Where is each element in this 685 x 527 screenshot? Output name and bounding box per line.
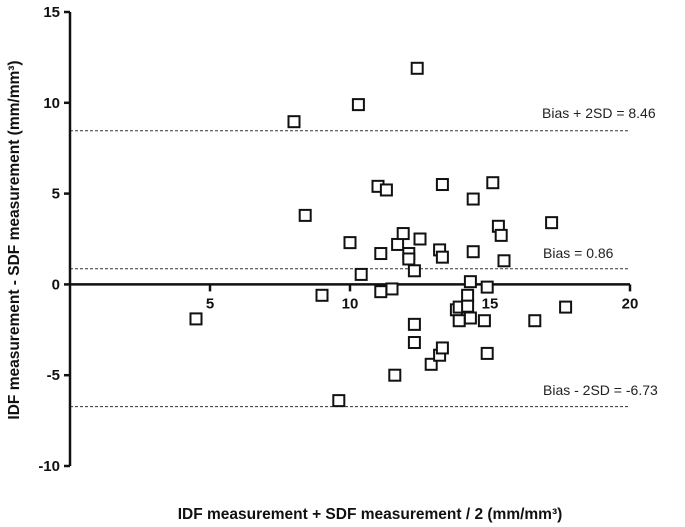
- data-point: [435, 178, 449, 192]
- data-point: [466, 245, 480, 259]
- data-point: [424, 357, 438, 371]
- data-point: [379, 183, 393, 197]
- data-point: [463, 275, 477, 289]
- data-point: [497, 254, 511, 268]
- data-point: [391, 237, 405, 251]
- y-tick-label: -5: [47, 367, 60, 384]
- x-axis-title: IDF measurement + SDF measurement / 2 (m…: [178, 506, 563, 523]
- ref-label-bias: Bias = 0.86: [543, 245, 614, 261]
- y-tick-label: -10: [38, 458, 60, 475]
- data-point: [545, 216, 559, 230]
- data-point: [332, 394, 346, 408]
- data-point: [494, 228, 508, 242]
- y-axis-title: IDF measurement - SDF measurement (mm/mm…: [6, 60, 23, 419]
- data-point: [559, 300, 573, 314]
- y-tick-label: 15: [43, 4, 60, 21]
- data-point: [528, 314, 542, 328]
- data-point: [298, 208, 312, 222]
- data-point: [435, 250, 449, 264]
- data-point: [315, 288, 329, 302]
- data-point: [385, 282, 399, 296]
- data-point: [461, 288, 475, 302]
- data-point: [435, 341, 449, 355]
- x-tick-label: 20: [622, 295, 639, 312]
- data-point: [189, 312, 203, 326]
- data-point: [374, 285, 388, 299]
- data-point: [396, 227, 410, 241]
- data-point: [466, 192, 480, 206]
- data-point: [486, 176, 500, 190]
- data-point: [287, 115, 301, 129]
- data-point: [461, 299, 475, 313]
- data-point: [413, 232, 427, 246]
- ref-label-upper: Bias + 2SD = 8.46: [542, 105, 656, 121]
- data-point: [480, 280, 494, 294]
- data-point: [374, 247, 388, 261]
- data-point: [463, 311, 477, 325]
- data-point: [410, 61, 424, 75]
- data-point: [343, 236, 357, 250]
- y-tick-label: 10: [43, 95, 60, 112]
- data-point: [388, 368, 402, 382]
- data-point: [402, 252, 416, 266]
- x-tick-label: 15: [482, 295, 499, 312]
- ref-label-lower: Bias - 2SD = -6.73: [543, 382, 658, 398]
- data-point: [407, 264, 421, 278]
- x-tick-label: 5: [206, 295, 214, 312]
- y-tick-label: 5: [52, 186, 60, 203]
- y-tick-label: 0: [52, 276, 60, 293]
- data-point: [480, 346, 494, 360]
- data-point: [407, 317, 421, 331]
- x-tick-label: 10: [342, 295, 359, 312]
- data-point: [452, 314, 466, 328]
- data-point: [351, 98, 365, 112]
- data-point: [407, 336, 421, 350]
- data-point: [354, 267, 368, 281]
- data-point: [477, 314, 491, 328]
